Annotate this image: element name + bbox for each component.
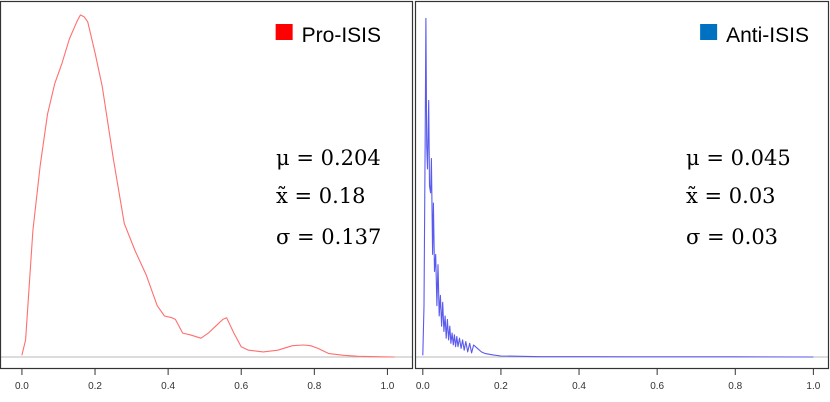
anti-isis-x-tick-label: 1.0 xyxy=(806,381,820,392)
anti-isis-x-tick-label: 0.6 xyxy=(650,381,664,392)
anti-isis-x-tick-label: 0.4 xyxy=(572,381,586,392)
pro-isis-x-tick-label: 0.0 xyxy=(15,381,29,392)
anti-isis-plot-frame xyxy=(414,0,830,370)
pro-isis-legend-label: Pro-ISIS xyxy=(302,24,381,47)
pro-isis-median-label: x̃ = 0.18 xyxy=(276,184,366,208)
anti-isis-median-label: x̃ = 0.03 xyxy=(686,184,776,208)
anti-isis-x-tick-label: 0.8 xyxy=(728,381,742,392)
anti-isis-mean-label: μ = 0.045 xyxy=(686,146,791,170)
pro-isis-x-tick-label: 0.4 xyxy=(161,381,175,392)
pro-isis-plot-frame xyxy=(0,0,414,370)
anti-isis-legend-label: Anti-ISIS xyxy=(726,24,809,47)
anti-isis-panel: 0.0 0.2 0.4 0.6 0.8 1.0 Anti-ISIS μ = 0.045 x̃ =… xyxy=(414,0,830,392)
pro-isis-panel: 0.0 0.2 0.4 0.6 0.8 1.0 Pro-ISIS μ = 0.204 x̃ = … xyxy=(0,0,414,392)
anti-isis-x-tick-label: 0.0 xyxy=(416,381,430,392)
pro-isis-x-tick-label: 0.8 xyxy=(307,381,321,392)
anti-isis-legend-swatch xyxy=(700,24,718,40)
pro-isis-x-tick-label: 0.6 xyxy=(234,381,248,392)
pro-isis-x-tick-label: 1.0 xyxy=(380,381,394,392)
anti-isis-x-tick-label: 0.2 xyxy=(494,381,508,392)
pro-isis-std-dev-label: σ = 0.137 xyxy=(276,225,381,249)
pro-isis-legend-swatch xyxy=(275,24,293,40)
pro-isis-x-tick-label: 0.2 xyxy=(88,381,102,392)
anti-isis-density-curve xyxy=(422,17,814,358)
pro-isis-mean-label: μ = 0.204 xyxy=(276,146,381,170)
anti-isis-std-dev-label: σ = 0.03 xyxy=(686,225,778,249)
pro-isis-density-curve xyxy=(21,14,395,358)
